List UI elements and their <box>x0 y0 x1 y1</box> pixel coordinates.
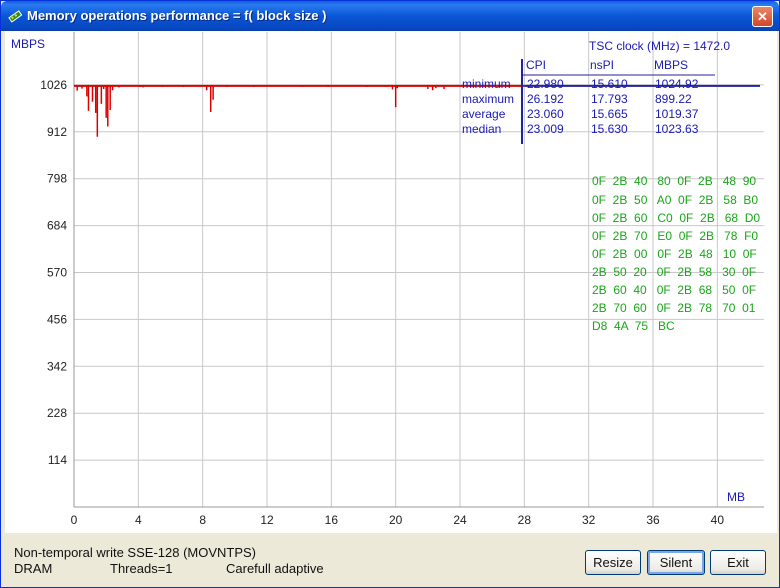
resize-button[interactable]: Resize <box>585 550 641 575</box>
y-tick-label: 570 <box>47 266 67 280</box>
hex-dump-line: 2B 50 20 0F 2B 58 30 0F <box>592 265 757 279</box>
y-tick-label: 798 <box>47 172 67 186</box>
stats-row-mbps: 899.22 <box>655 92 692 106</box>
status-memory: DRAM <box>14 561 53 576</box>
x-tick-label: 28 <box>518 513 532 527</box>
x-tick-label: 0 <box>71 513 78 527</box>
stats-header-mbps: MBPS <box>654 58 689 72</box>
stats-row-cpi: 22.980 <box>527 77 564 91</box>
stats-row-mbps: 1024.92 <box>655 77 699 91</box>
stats-row-mbps: 1019.37 <box>655 107 699 121</box>
window-title: Memory operations performance = f( block… <box>27 8 327 23</box>
x-tick-label: 20 <box>389 513 403 527</box>
stats-row-nspi: 17.793 <box>591 92 628 106</box>
hex-dump-line: 0F 2B 50 A0 0F 2B 58 B0 <box>592 193 759 207</box>
stats-row-nspi: 15.610 <box>591 77 628 91</box>
y-axis-title: MBPS <box>11 37 46 51</box>
x-tick-label: 4 <box>135 513 142 527</box>
y-tick-label: 1026 <box>40 78 67 92</box>
hex-dump-line: D8 4A 75 BC <box>592 319 675 333</box>
hex-dump-line: 0F 2B 60 C0 0F 2B 68 D0 <box>592 211 761 225</box>
memory-chip-icon <box>8 10 22 23</box>
x-axis-title: MB <box>727 490 745 504</box>
y-tick-label: 684 <box>47 219 67 233</box>
hex-dump-line: 0F 2B 40 80 0F 2B 48 90 <box>592 174 757 188</box>
stats-header-nspi: nsPI <box>590 58 615 72</box>
stats-row-mbps: 1023.63 <box>655 122 699 136</box>
stats-row-cpi: 23.060 <box>527 107 564 121</box>
x-tick-label: 24 <box>453 513 467 527</box>
stats-row-cpi: 23.009 <box>527 122 564 136</box>
stats-row-label: maximum <box>462 92 515 106</box>
x-tick-label: 8 <box>199 513 206 527</box>
y-tick-label: 342 <box>47 359 67 373</box>
hex-dump-line: 0F 2B 00 0F 2B 48 10 0F <box>592 247 757 261</box>
hex-dump-line: 0F 2B 70 E0 0F 2B 78 F0 <box>592 229 759 243</box>
exit-button[interactable]: Exit <box>710 550 766 575</box>
stats-row-label: average <box>462 107 506 121</box>
close-button[interactable]: ✕ <box>752 6 773 27</box>
y-tick-label: 456 <box>47 312 67 326</box>
x-tick-label: 16 <box>325 513 339 527</box>
chart-panel: 1026 912 798 684 570 456 342 228 114 0 4 8 12 16 20 24 2… <box>5 31 777 533</box>
stats-row-label: minimum <box>462 77 511 91</box>
y-tick-label: 228 <box>47 406 67 420</box>
stats-row-label: median <box>462 122 502 136</box>
x-tick-label: 32 <box>582 513 596 527</box>
status-method: Non-temporal write SSE-128 (MOVNTPS) <box>14 545 257 560</box>
y-tick-label: 912 <box>47 125 67 139</box>
stats-header-cpi: CPI <box>526 58 547 72</box>
x-tick-label: 12 <box>260 513 274 527</box>
x-tick-label: 36 <box>646 513 660 527</box>
stats-row-nspi: 15.665 <box>591 107 628 121</box>
performance-chart: 1026 912 798 684 570 456 342 228 114 0 4 8 12 16 20 24 2… <box>40 32 764 527</box>
stats-row-nspi: 15.630 <box>591 122 628 136</box>
hex-dump-line: 2B 60 40 0F 2B 68 50 0F <box>592 283 757 297</box>
clock-label: TSC clock (MHz) = 1472.0 <box>589 39 731 53</box>
silent-button[interactable]: Silent <box>647 550 705 575</box>
status-mode: Carefull adaptive <box>226 561 324 576</box>
status-threads: Threads=1 <box>110 561 173 576</box>
hex-dump-line: 2B 70 60 0F 2B 78 70 01 <box>592 301 756 315</box>
stats-row-cpi: 26.192 <box>527 92 564 106</box>
y-tick-label: 114 <box>48 453 67 467</box>
x-tick-label: 40 <box>711 513 725 527</box>
title-bar[interactable]: Memory operations performance = f( block… <box>1 1 779 31</box>
